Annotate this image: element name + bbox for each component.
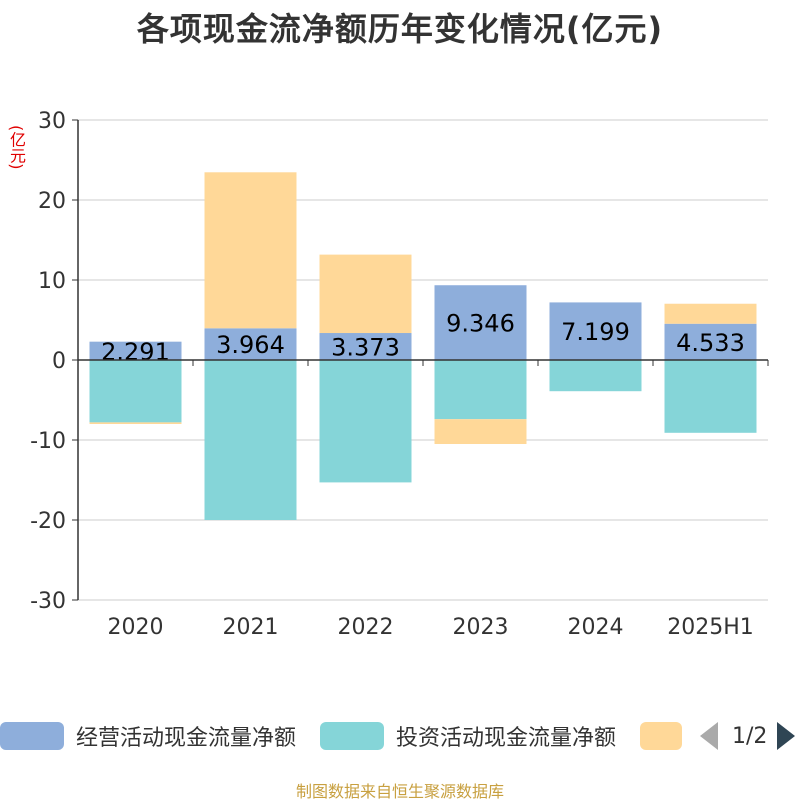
y-tick-label: 20 — [38, 189, 66, 214]
bar-series0-2025H1 — [664, 323, 757, 360]
x-category-label: 2020 — [108, 615, 164, 640]
y-tick-label: -10 — [30, 429, 66, 454]
legend-page-indicator: 1/2 — [732, 723, 768, 749]
x-category-label: 2022 — [338, 615, 394, 640]
bar-data-label: 7.199 — [561, 318, 630, 346]
bar-series2-2023 — [434, 419, 527, 444]
legend: 经营活动现金流量净额 投资活动现金流量净额 1/2 — [0, 716, 800, 756]
bar-series2-2022 — [319, 254, 412, 334]
bar-series1-2021 — [204, 360, 297, 520]
y-tick-label: 30 — [38, 109, 66, 134]
y-tick-label: -20 — [30, 509, 66, 534]
bar-series0-2021 — [204, 328, 297, 360]
bar-series1-2025H1 — [664, 360, 757, 433]
chart-title: 各项现金流净额历年变化情况(亿元) — [136, 10, 664, 48]
legend-prev-page-icon[interactable] — [700, 722, 718, 750]
bar-data-label: 2.291 — [101, 338, 170, 366]
legend-next-page-icon[interactable] — [777, 722, 796, 750]
legend-item-operating[interactable]: 经营活动现金流量净额 — [0, 720, 296, 752]
legend-label-investing: 投资活动现金流量净额 — [396, 726, 617, 751]
y-axis-unit-label: (亿元) — [7, 125, 26, 170]
x-category-label: 2025H1 — [667, 615, 754, 640]
bar-series0-2024 — [549, 302, 642, 360]
y-tick-label: -30 — [30, 589, 66, 614]
bar-series1-2020 — [89, 360, 182, 423]
y-tick-label: 10 — [38, 269, 66, 294]
x-category-label: 2021 — [223, 615, 279, 640]
bar-data-label: 3.373 — [331, 334, 400, 362]
bar-series2-2021 — [204, 172, 297, 329]
legend-swatch-operating — [0, 722, 64, 750]
bar-series0-2023 — [434, 285, 527, 360]
bar-series1-2024 — [549, 360, 642, 392]
x-category-label: 2023 — [453, 615, 509, 640]
bar-series2-2020 — [89, 422, 182, 424]
legend-item-investing[interactable]: 投资活动现金流量净额 — [320, 720, 616, 752]
legend-swatch-financing — [640, 722, 682, 750]
x-category-label: 2024 — [568, 615, 624, 640]
bar-data-label: 3.964 — [216, 331, 285, 359]
bar-series2-2025H1 — [664, 303, 757, 324]
bar-chart: 30 20 10 0 -10 -20 -30 2.291 3.964 3.373 9.346 7.19… — [30, 109, 769, 640]
bar-series1-2022 — [319, 360, 412, 483]
y-tick-label: 0 — [52, 349, 66, 374]
legend-item-financing[interactable] — [640, 720, 694, 752]
data-source-note: 制图数据来自恒生聚源数据库 — [295, 782, 504, 801]
bar-series1-2023 — [434, 360, 527, 420]
bar-data-label: 4.533 — [676, 329, 745, 357]
legend-swatch-investing — [320, 722, 384, 750]
bar-series0-2020 — [89, 341, 182, 360]
bar-series0-2022 — [319, 333, 412, 360]
legend-pager: 1/2 — [700, 720, 796, 752]
bar-data-label: 9.346 — [446, 310, 515, 338]
legend-label-operating: 经营活动现金流量净额 — [76, 726, 297, 751]
